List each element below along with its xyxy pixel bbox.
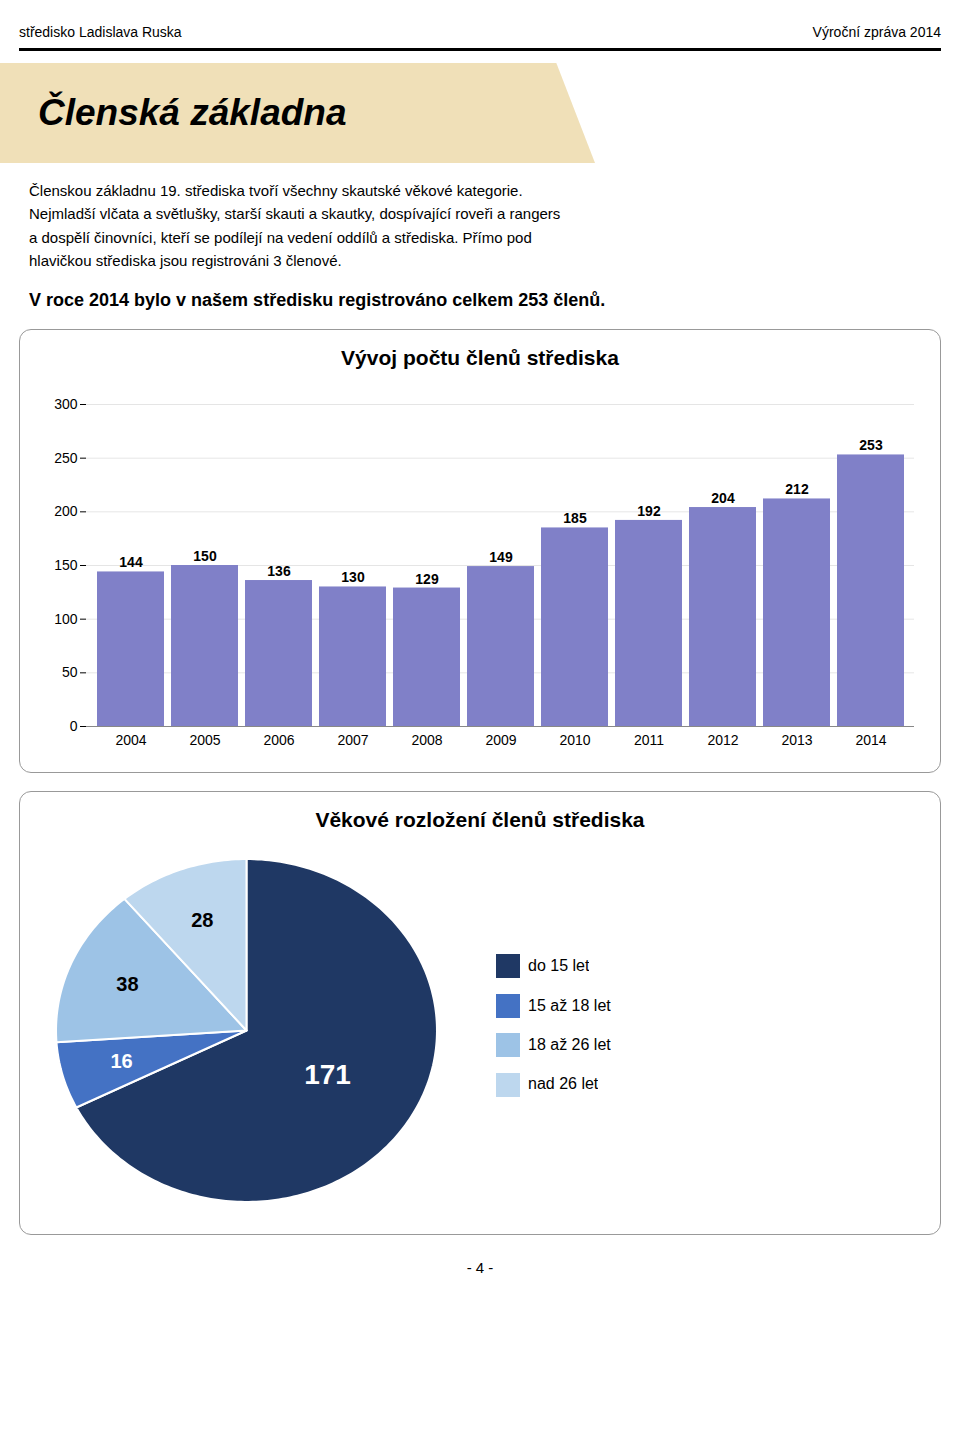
html-text:Nejmladší vlčata a světlušky,: Nejmladší vlčata a světlušky, starší ska… bbox=[29, 205, 561, 223]
svg-text:200: 200 bbox=[54, 503, 78, 519]
svg-text:204: 204 bbox=[711, 490, 735, 506]
html-text:Výroční zpráva 2014: Výroční zpráva 2014 bbox=[812, 24, 941, 40]
svg-text:150: 150 bbox=[54, 557, 78, 573]
svg-text:2007: 2007 bbox=[337, 732, 368, 748]
svg-text:130: 130 bbox=[341, 569, 365, 585]
svg-text:253: 253 bbox=[859, 437, 883, 453]
html-text:a dospělí činovníci, kteří se: a dospělí činovníci, kteří se podílejí n… bbox=[29, 228, 532, 246]
svg-text:300: 300 bbox=[54, 396, 78, 412]
svg-text:100: 100 bbox=[54, 611, 78, 627]
html-text:15 až 18 let: 15 až 18 let bbox=[528, 996, 611, 1014]
svg-text:192: 192 bbox=[637, 503, 661, 519]
html-text:Členskou základnu 19. středisk: Členskou základnu 19. střediska tvoří vš… bbox=[29, 182, 523, 199]
svg-text:2013: 2013 bbox=[781, 732, 812, 748]
svg-text:50: 50 bbox=[62, 664, 78, 680]
html-text:hlavičkou střediska jsou regis: hlavičkou střediska jsou registrováni 3 … bbox=[29, 251, 342, 269]
svg-text:2008: 2008 bbox=[411, 732, 442, 748]
svg-text:150: 150 bbox=[193, 548, 217, 564]
html-text:Věkové rozložení členů středis: Věkové rozložení členů střediska bbox=[315, 808, 645, 831]
svg-text:16: 16 bbox=[110, 1050, 132, 1072]
svg-text:129: 129 bbox=[415, 571, 439, 587]
svg-text:2010: 2010 bbox=[559, 732, 590, 748]
svg-text:149: 149 bbox=[489, 549, 513, 565]
svg-text:2009: 2009 bbox=[485, 732, 516, 748]
svg-text:250: 250 bbox=[54, 450, 78, 466]
html-text:Vývoj počtu členů střediska: Vývoj počtu členů střediska bbox=[341, 346, 619, 369]
svg-text:144: 144 bbox=[119, 554, 143, 570]
svg-text:212: 212 bbox=[785, 481, 809, 497]
html-text:- 4 -: - 4 - bbox=[466, 1259, 494, 1276]
html-text:nad 26 let: nad 26 let bbox=[528, 1075, 599, 1093]
svg-text:2011: 2011 bbox=[634, 732, 664, 748]
svg-text:2004: 2004 bbox=[115, 732, 146, 748]
svg-text:185: 185 bbox=[563, 510, 587, 526]
html-text:středisko Ladislava Ruska: středisko Ladislava Ruska bbox=[19, 24, 182, 40]
html-text:V roce 2014 bylo v našem střed: V roce 2014 bylo v našem středisku regis… bbox=[29, 290, 606, 310]
svg-text:2014: 2014 bbox=[855, 732, 886, 748]
svg-text:28: 28 bbox=[191, 909, 213, 931]
svg-text:136: 136 bbox=[267, 563, 291, 579]
svg-text:0: 0 bbox=[70, 718, 78, 734]
html-text:18 až 26 let: 18 až 26 let bbox=[528, 1036, 611, 1053]
svg-text:2005: 2005 bbox=[189, 732, 220, 748]
svg-text:2012: 2012 bbox=[707, 732, 738, 748]
svg-text:171: 171 bbox=[304, 1059, 351, 1090]
html-text:Členská základna: Členská základna bbox=[38, 92, 347, 133]
svg-text:2006: 2006 bbox=[263, 732, 294, 748]
svg-text:38: 38 bbox=[116, 973, 138, 995]
html-text:do 15 let: do 15 let bbox=[528, 957, 590, 975]
